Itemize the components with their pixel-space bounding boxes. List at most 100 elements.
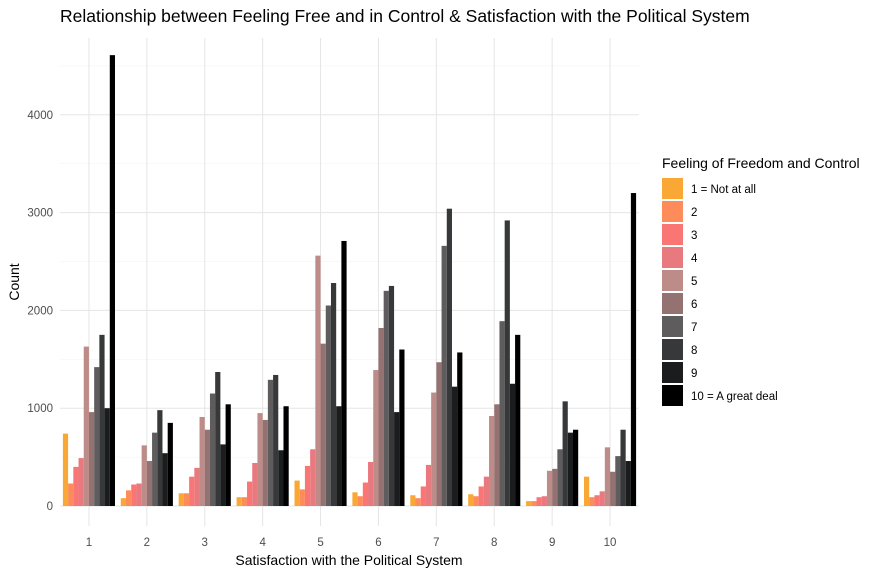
bar-cat8-7 xyxy=(499,321,505,506)
bar-cat8-4 xyxy=(483,476,490,506)
bar-cat3-8 xyxy=(215,372,221,506)
legend-key-6 xyxy=(662,293,683,314)
bar-cat2-7 xyxy=(152,432,158,506)
bar-cat7-1-not-at-all xyxy=(410,495,416,506)
x-tick-label: 1 xyxy=(86,537,92,549)
legend-key-9 xyxy=(662,362,683,383)
x-tick-label: 3 xyxy=(202,537,208,549)
bar-cat3-4 xyxy=(194,467,200,506)
bar-cat1-10-a-great-deal xyxy=(109,55,115,506)
bar-cat4-5 xyxy=(257,413,263,506)
bar-cat4-6 xyxy=(262,419,268,506)
bar-cat10-1-not-at-all xyxy=(584,476,590,506)
bar-cat6-1-not-at-all xyxy=(352,492,358,506)
bar-cat9-8 xyxy=(562,401,568,506)
legend-label-1-not-at-all: 1 = Not at all xyxy=(691,184,756,196)
x-tick-label: 4 xyxy=(259,537,266,549)
x-tick-label: 6 xyxy=(375,537,381,549)
bar-cat10-3 xyxy=(594,495,600,506)
bar-cat1-1-not-at-all xyxy=(62,433,69,506)
bar-cat4-4 xyxy=(252,462,258,506)
legend-title: Feeling of Freedom and Control xyxy=(662,155,860,171)
y-tick-label: 0 xyxy=(47,501,53,513)
bar-cat6-5 xyxy=(373,370,379,506)
bar-cat7-4 xyxy=(425,464,432,506)
bar-cat8-8 xyxy=(504,220,510,507)
bar-cat5-4 xyxy=(310,449,316,506)
bar-cat9-5 xyxy=(546,470,553,506)
bar-cat6-10-a-great-deal xyxy=(399,349,405,506)
legend-key-8 xyxy=(662,339,683,360)
bar-cat4-9 xyxy=(278,450,284,506)
bar-cat4-8 xyxy=(273,374,279,506)
bar-cat5-6 xyxy=(320,343,326,506)
bar-cat6-3 xyxy=(362,482,369,506)
bar-cat3-3 xyxy=(189,476,195,506)
bar-cat10-9 xyxy=(625,461,631,506)
legend-label-2: 2 xyxy=(691,207,697,219)
bar-cat5-5 xyxy=(315,255,321,506)
bar-cat2-4 xyxy=(136,483,142,506)
bar-cat2-8 xyxy=(157,410,163,506)
bar-cat9-1-not-at-all xyxy=(526,501,532,506)
bar-cat5-1-not-at-all xyxy=(294,480,300,506)
legend-key-3 xyxy=(662,224,683,245)
bar-cat10-10-a-great-deal xyxy=(630,193,637,507)
bar-cat1-8 xyxy=(99,334,105,506)
bar-cat8-9 xyxy=(509,383,516,506)
bar-cat5-3 xyxy=(304,465,311,506)
x-tick-label: 10 xyxy=(604,537,617,549)
bar-cat8-5 xyxy=(489,416,495,506)
legend-label-5: 5 xyxy=(691,276,697,288)
chart-bars xyxy=(62,55,637,507)
bar-cat10-8 xyxy=(620,429,626,506)
y-axis-title: Count xyxy=(6,263,22,300)
bar-cat7-8 xyxy=(446,208,452,506)
bar-cat8-3 xyxy=(478,486,484,506)
bar-cat9-10-a-great-deal xyxy=(572,429,579,506)
bar-cat9-2 xyxy=(531,501,537,506)
x-tick-label: 2 xyxy=(144,537,150,549)
bar-cat3-7 xyxy=(209,393,216,506)
bar-cat7-9 xyxy=(451,386,458,506)
legend-label-9: 9 xyxy=(691,368,697,380)
bar-cat9-7 xyxy=(557,449,563,506)
bar-cat4-3 xyxy=(247,481,253,506)
bar-cat8-1-not-at-all xyxy=(468,494,474,506)
bar-cat3-10-a-great-deal xyxy=(225,404,231,506)
bar-cat10-6 xyxy=(610,471,616,506)
bar-cat1-7 xyxy=(94,367,100,506)
bar-cat1-6 xyxy=(88,412,95,506)
x-tick-label: 7 xyxy=(433,537,439,549)
bar-cat2-5 xyxy=(141,445,147,506)
bar-cat4-7 xyxy=(267,379,274,506)
legend-label-6: 6 xyxy=(691,299,697,311)
bar-cat5-10-a-great-deal xyxy=(341,240,347,506)
legend-label-10-a-great-deal: 10 = A great deal xyxy=(691,391,778,403)
bar-cat7-5 xyxy=(431,392,437,506)
bar-cat1-3 xyxy=(73,466,79,506)
bar-cat6-7 xyxy=(383,290,389,506)
bar-cat10-2 xyxy=(589,497,595,506)
y-tick-label: 3000 xyxy=(27,208,53,220)
y-tick-label: 4000 xyxy=(27,110,53,122)
bar-cat2-1-not-at-all xyxy=(120,498,126,506)
bar-cat4-1-not-at-all xyxy=(236,497,242,506)
bar-cat8-2 xyxy=(473,496,479,506)
legend: Feeling of Freedom and Control 1 = Not a… xyxy=(662,155,860,406)
bar-cat6-6 xyxy=(378,328,384,506)
bar-cat2-10-a-great-deal xyxy=(167,422,173,506)
legend-key-5 xyxy=(662,270,683,291)
bar-cat10-4 xyxy=(599,491,605,506)
bar-cat6-4 xyxy=(368,461,374,506)
bar-cat5-8 xyxy=(330,283,337,506)
legend-label-3: 3 xyxy=(691,230,697,242)
legend-key-10-a-great-deal xyxy=(662,385,683,406)
bar-cat9-9 xyxy=(567,432,573,506)
bar-cat6-2 xyxy=(357,496,363,506)
bar-cat2-9 xyxy=(162,453,168,506)
legend-key-2 xyxy=(662,201,683,222)
bar-cat5-9 xyxy=(336,406,342,506)
legend-key-7 xyxy=(662,316,683,337)
y-tick-label: 2000 xyxy=(27,305,53,317)
